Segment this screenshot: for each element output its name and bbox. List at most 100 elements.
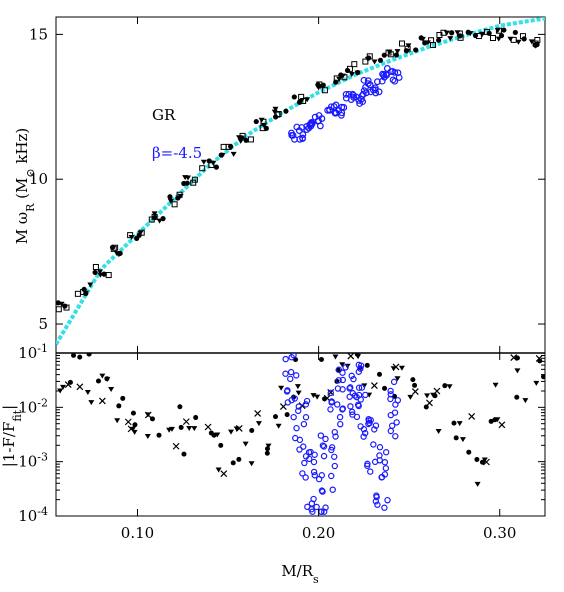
beta-residual-point [370, 441, 377, 448]
top-y-ticks: 5 10 15 [29, 25, 545, 333]
gr-residual-point [255, 421, 262, 427]
gr-residual-point [95, 378, 101, 384]
gr-point [171, 201, 178, 208]
gr-point [127, 232, 134, 239]
gr-residual-point [166, 427, 173, 433]
gr-residual-point [423, 404, 429, 410]
beta-residual-point [360, 433, 367, 440]
beta-residual-point [335, 377, 342, 384]
beta-point [360, 87, 368, 95]
gr-point [528, 39, 535, 45]
gr-residual-point [494, 417, 501, 423]
beta-residual-point [351, 392, 359, 399]
beta-residual-point [311, 472, 318, 479]
beta-residual-point [355, 368, 362, 375]
gr-point [247, 136, 254, 143]
gr-residual-point [114, 418, 121, 424]
legend-gr: GR [152, 106, 176, 124]
beta-residual-point [371, 426, 378, 433]
gr-point [208, 162, 215, 169]
gr-residual-point [104, 376, 111, 382]
beta-residual-point [331, 428, 338, 436]
gr-residual-point [318, 356, 324, 362]
gr-point [74, 290, 81, 297]
gr-residual-point [230, 460, 236, 466]
gr-point [457, 34, 464, 41]
beta-residual-point [293, 372, 300, 379]
beta-residual-point [295, 403, 302, 410]
gr-point [333, 75, 340, 82]
gr-point [283, 108, 289, 114]
gr-point [321, 87, 328, 94]
gr-residual-point [314, 394, 321, 400]
bottom-y-tick-label: 10-4 [18, 505, 48, 526]
gr-point [199, 165, 206, 172]
gr-point [495, 27, 502, 34]
beta-residual-point [290, 353, 297, 359]
gr-residual-point [322, 396, 328, 402]
gr-point [87, 282, 94, 288]
beta-residual-point [339, 376, 347, 384]
beta-residual-point [301, 459, 308, 467]
beta-point [352, 93, 360, 101]
top-y-tick-label: 15 [29, 25, 48, 43]
gr-point [92, 269, 98, 276]
gr-residual-point [278, 385, 285, 391]
gr-point [82, 290, 89, 296]
gr-point [479, 32, 486, 38]
beta-residual-point [392, 401, 399, 408]
gr-point [148, 216, 155, 223]
beta-point [391, 77, 399, 85]
gr-point [317, 84, 324, 90]
gr-residual-point [459, 437, 466, 443]
beta-point [337, 111, 345, 119]
beta-point [372, 89, 380, 97]
gr-point [422, 40, 428, 46]
gr-point [348, 71, 355, 77]
beta-point [331, 109, 339, 116]
beta-residual-point [346, 385, 353, 392]
beta-residual-point [282, 355, 289, 363]
gr-residual-point [492, 382, 499, 388]
beta-residual-point [381, 458, 389, 466]
beta-point [345, 90, 353, 98]
gr-residual-point [412, 382, 418, 388]
bottom-panel-marks [57, 353, 545, 515]
beta-residual-point [364, 460, 371, 468]
beta-point [327, 103, 335, 111]
gr-residual-point [71, 353, 77, 358]
beta-residual-point [332, 433, 339, 440]
gr-residual-point [99, 373, 106, 379]
bottom-y-tick-label: 10-3 [18, 450, 48, 471]
beta-residual-point [328, 444, 336, 451]
gr-point [63, 304, 70, 311]
beta-residual-point [317, 432, 325, 439]
beta-residual-point [319, 442, 327, 449]
gr-residual-point [398, 365, 405, 371]
gr-residual-point [156, 432, 162, 438]
beta-point [308, 119, 315, 126]
gr-point [275, 111, 282, 118]
beta-residual-point [293, 424, 300, 432]
gr-residual-point [446, 384, 453, 390]
beta-residual-point [391, 409, 399, 416]
gr-point [436, 37, 442, 43]
gr-residual-point [108, 386, 115, 392]
beta-residual-point [299, 470, 306, 477]
top-y-tick-label: 5 [38, 315, 48, 333]
beta-residual-point [387, 387, 394, 395]
beta-residual-point [371, 458, 379, 466]
gr-residual-point [130, 410, 136, 416]
gr-residual-point [248, 461, 255, 467]
beta-residual-point [335, 366, 343, 373]
gr-point [495, 36, 502, 42]
beta-residual-point [392, 433, 399, 440]
gr-point [181, 180, 187, 187]
gr-point [167, 198, 174, 204]
gr-residual-point [453, 435, 459, 441]
beta-residual-point [313, 503, 320, 511]
beta-point [293, 123, 301, 131]
gr-point [483, 28, 490, 35]
beta-residual-point [302, 414, 310, 421]
gr-point [272, 106, 279, 112]
